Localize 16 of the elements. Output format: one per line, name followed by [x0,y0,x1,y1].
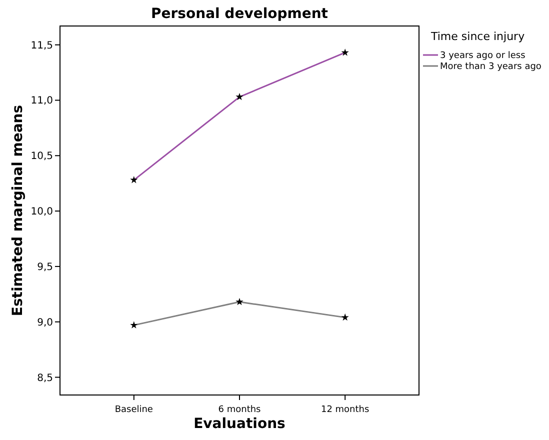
chart-title: Personal development [150,6,328,22]
legend-label: More than 3 years ago [440,62,542,72]
legend-title: Time since injury [430,30,526,43]
y-tick-label: 11,0 [30,96,53,107]
x-axis-title: Evaluations [194,416,286,432]
y-tick-label: 8,5 [37,372,53,384]
legend-label: 3 years ago or less [440,51,526,62]
x-tick-label: 6 months [218,405,262,415]
x-tick-label: Baseline [114,405,154,415]
y-tick-label: 10,0 [30,206,53,218]
y-axis-title: Estimated marginal means [10,104,26,316]
y-tick-label: 11,5 [30,40,53,52]
y-tick-label: 10,5 [30,151,53,162]
x-tick-label: 12 months [320,405,370,415]
y-tick-label: 9,0 [37,317,53,328]
y-tick-label: 9,5 [37,262,53,273]
